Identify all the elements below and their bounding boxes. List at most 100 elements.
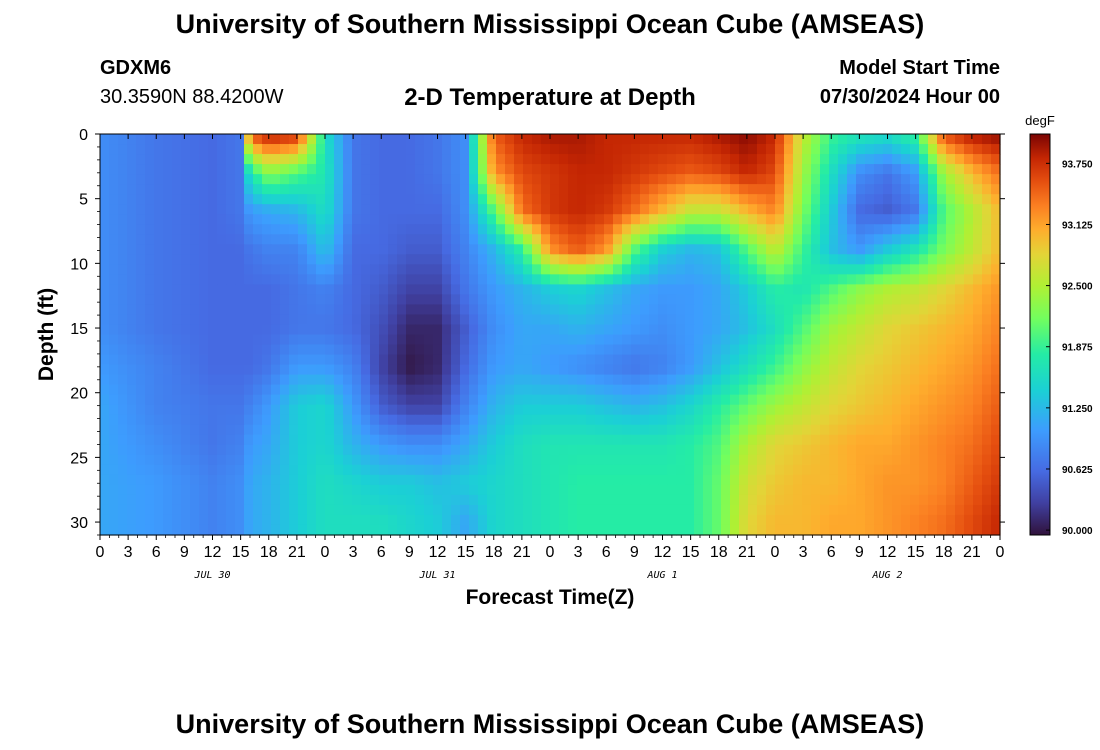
heatmap-cell — [955, 524, 965, 536]
heatmap-cell — [649, 384, 659, 396]
heatmap-cell — [640, 154, 650, 165]
heatmap-cell — [289, 314, 299, 326]
heatmap-cell — [487, 444, 497, 456]
heatmap-cell — [838, 334, 848, 346]
heatmap-cell — [298, 374, 308, 386]
heatmap-cell — [595, 184, 605, 195]
heatmap-cell — [262, 444, 272, 456]
heatmap-cell — [163, 144, 173, 155]
heatmap-cell — [442, 374, 452, 386]
heatmap-cell — [406, 404, 416, 416]
heatmap-cell — [946, 524, 956, 536]
heatmap-cell — [451, 324, 461, 336]
heatmap-cell — [829, 494, 839, 506]
heatmap-cell — [631, 504, 641, 516]
heatmap-cell — [712, 314, 722, 326]
heatmap-cell — [424, 264, 434, 275]
heatmap-cell — [523, 134, 533, 145]
heatmap-cell — [100, 374, 110, 386]
heatmap-cell — [505, 324, 515, 336]
heatmap-cell — [865, 484, 875, 496]
heatmap-cell — [244, 384, 254, 396]
heatmap-cell — [352, 154, 362, 165]
heatmap-cell — [793, 364, 803, 376]
heatmap-cell — [685, 194, 695, 205]
heatmap-cell — [748, 264, 758, 275]
heatmap-cell — [847, 334, 857, 346]
heatmap-cell — [802, 174, 812, 185]
heatmap-cell — [334, 484, 344, 496]
heatmap-cell — [757, 394, 767, 406]
heatmap-cell — [577, 514, 587, 526]
heatmap-cell — [883, 154, 893, 165]
heatmap-cell — [424, 464, 434, 476]
heatmap-cell — [325, 414, 335, 426]
heatmap-cell — [766, 234, 776, 245]
heatmap-cell — [334, 184, 344, 195]
heatmap-cell — [847, 444, 857, 456]
heatmap-cell — [739, 494, 749, 506]
heatmap-cell — [361, 174, 371, 185]
heatmap-cell — [199, 404, 209, 416]
heatmap-cell — [856, 324, 866, 336]
heatmap-cell — [631, 494, 641, 506]
heatmap-cell — [505, 204, 515, 215]
heatmap-cell — [532, 244, 542, 255]
heatmap-cell — [649, 154, 659, 165]
heatmap-cell — [577, 484, 587, 496]
heatmap-cell — [559, 514, 569, 526]
heatmap-cell — [937, 294, 947, 306]
heatmap-cell — [802, 304, 812, 316]
heatmap-cell — [919, 274, 929, 285]
heatmap-cell — [487, 234, 497, 245]
heatmap-cell — [172, 234, 182, 245]
heatmap-cell — [217, 424, 227, 436]
heatmap-cell — [469, 254, 479, 265]
heatmap-cell — [613, 194, 623, 205]
heatmap-cell — [829, 274, 839, 285]
heatmap-cell — [667, 234, 677, 245]
heatmap-cell — [901, 274, 911, 285]
heatmap-cell — [325, 404, 335, 416]
heatmap-cell — [667, 264, 677, 275]
heatmap-cell — [262, 314, 272, 326]
heatmap-cell — [109, 354, 119, 366]
heatmap-cell — [694, 414, 704, 426]
heatmap-cell — [514, 424, 524, 436]
heatmap-cell — [631, 264, 641, 275]
heatmap-cell — [532, 204, 542, 215]
heatmap-cell — [496, 364, 506, 376]
heatmap-cell — [109, 234, 119, 245]
heatmap-cell — [532, 404, 542, 416]
heatmap-cell — [865, 164, 875, 175]
heatmap-cell — [550, 204, 560, 215]
heatmap-cell — [478, 414, 488, 426]
heatmap-cell — [460, 254, 470, 265]
heatmap-cell — [874, 174, 884, 185]
heatmap-cell — [730, 144, 740, 155]
heatmap-cell — [199, 384, 209, 396]
heatmap-cell — [883, 344, 893, 356]
heatmap-cell — [181, 204, 191, 215]
heatmap-cell — [433, 394, 443, 406]
heatmap-cell — [721, 244, 731, 255]
heatmap-cell — [271, 294, 281, 306]
heatmap-cell — [379, 274, 389, 285]
heatmap-cell — [883, 174, 893, 185]
heatmap-cell — [280, 404, 290, 416]
heatmap-cell — [748, 464, 758, 476]
heatmap-cell — [307, 524, 317, 536]
heatmap-cell — [181, 224, 191, 235]
heatmap-cell — [955, 164, 965, 175]
heatmap-cell — [784, 324, 794, 336]
heatmap-cell — [352, 434, 362, 446]
heatmap-cell — [487, 204, 497, 215]
heatmap-cell — [892, 504, 902, 516]
heatmap-cell — [613, 444, 623, 456]
heatmap-cell — [712, 454, 722, 466]
heatmap-cell — [955, 194, 965, 205]
heatmap-cell — [793, 264, 803, 275]
heatmap-cell — [235, 174, 245, 185]
heatmap-cell — [910, 214, 920, 225]
heatmap-cell — [109, 334, 119, 346]
